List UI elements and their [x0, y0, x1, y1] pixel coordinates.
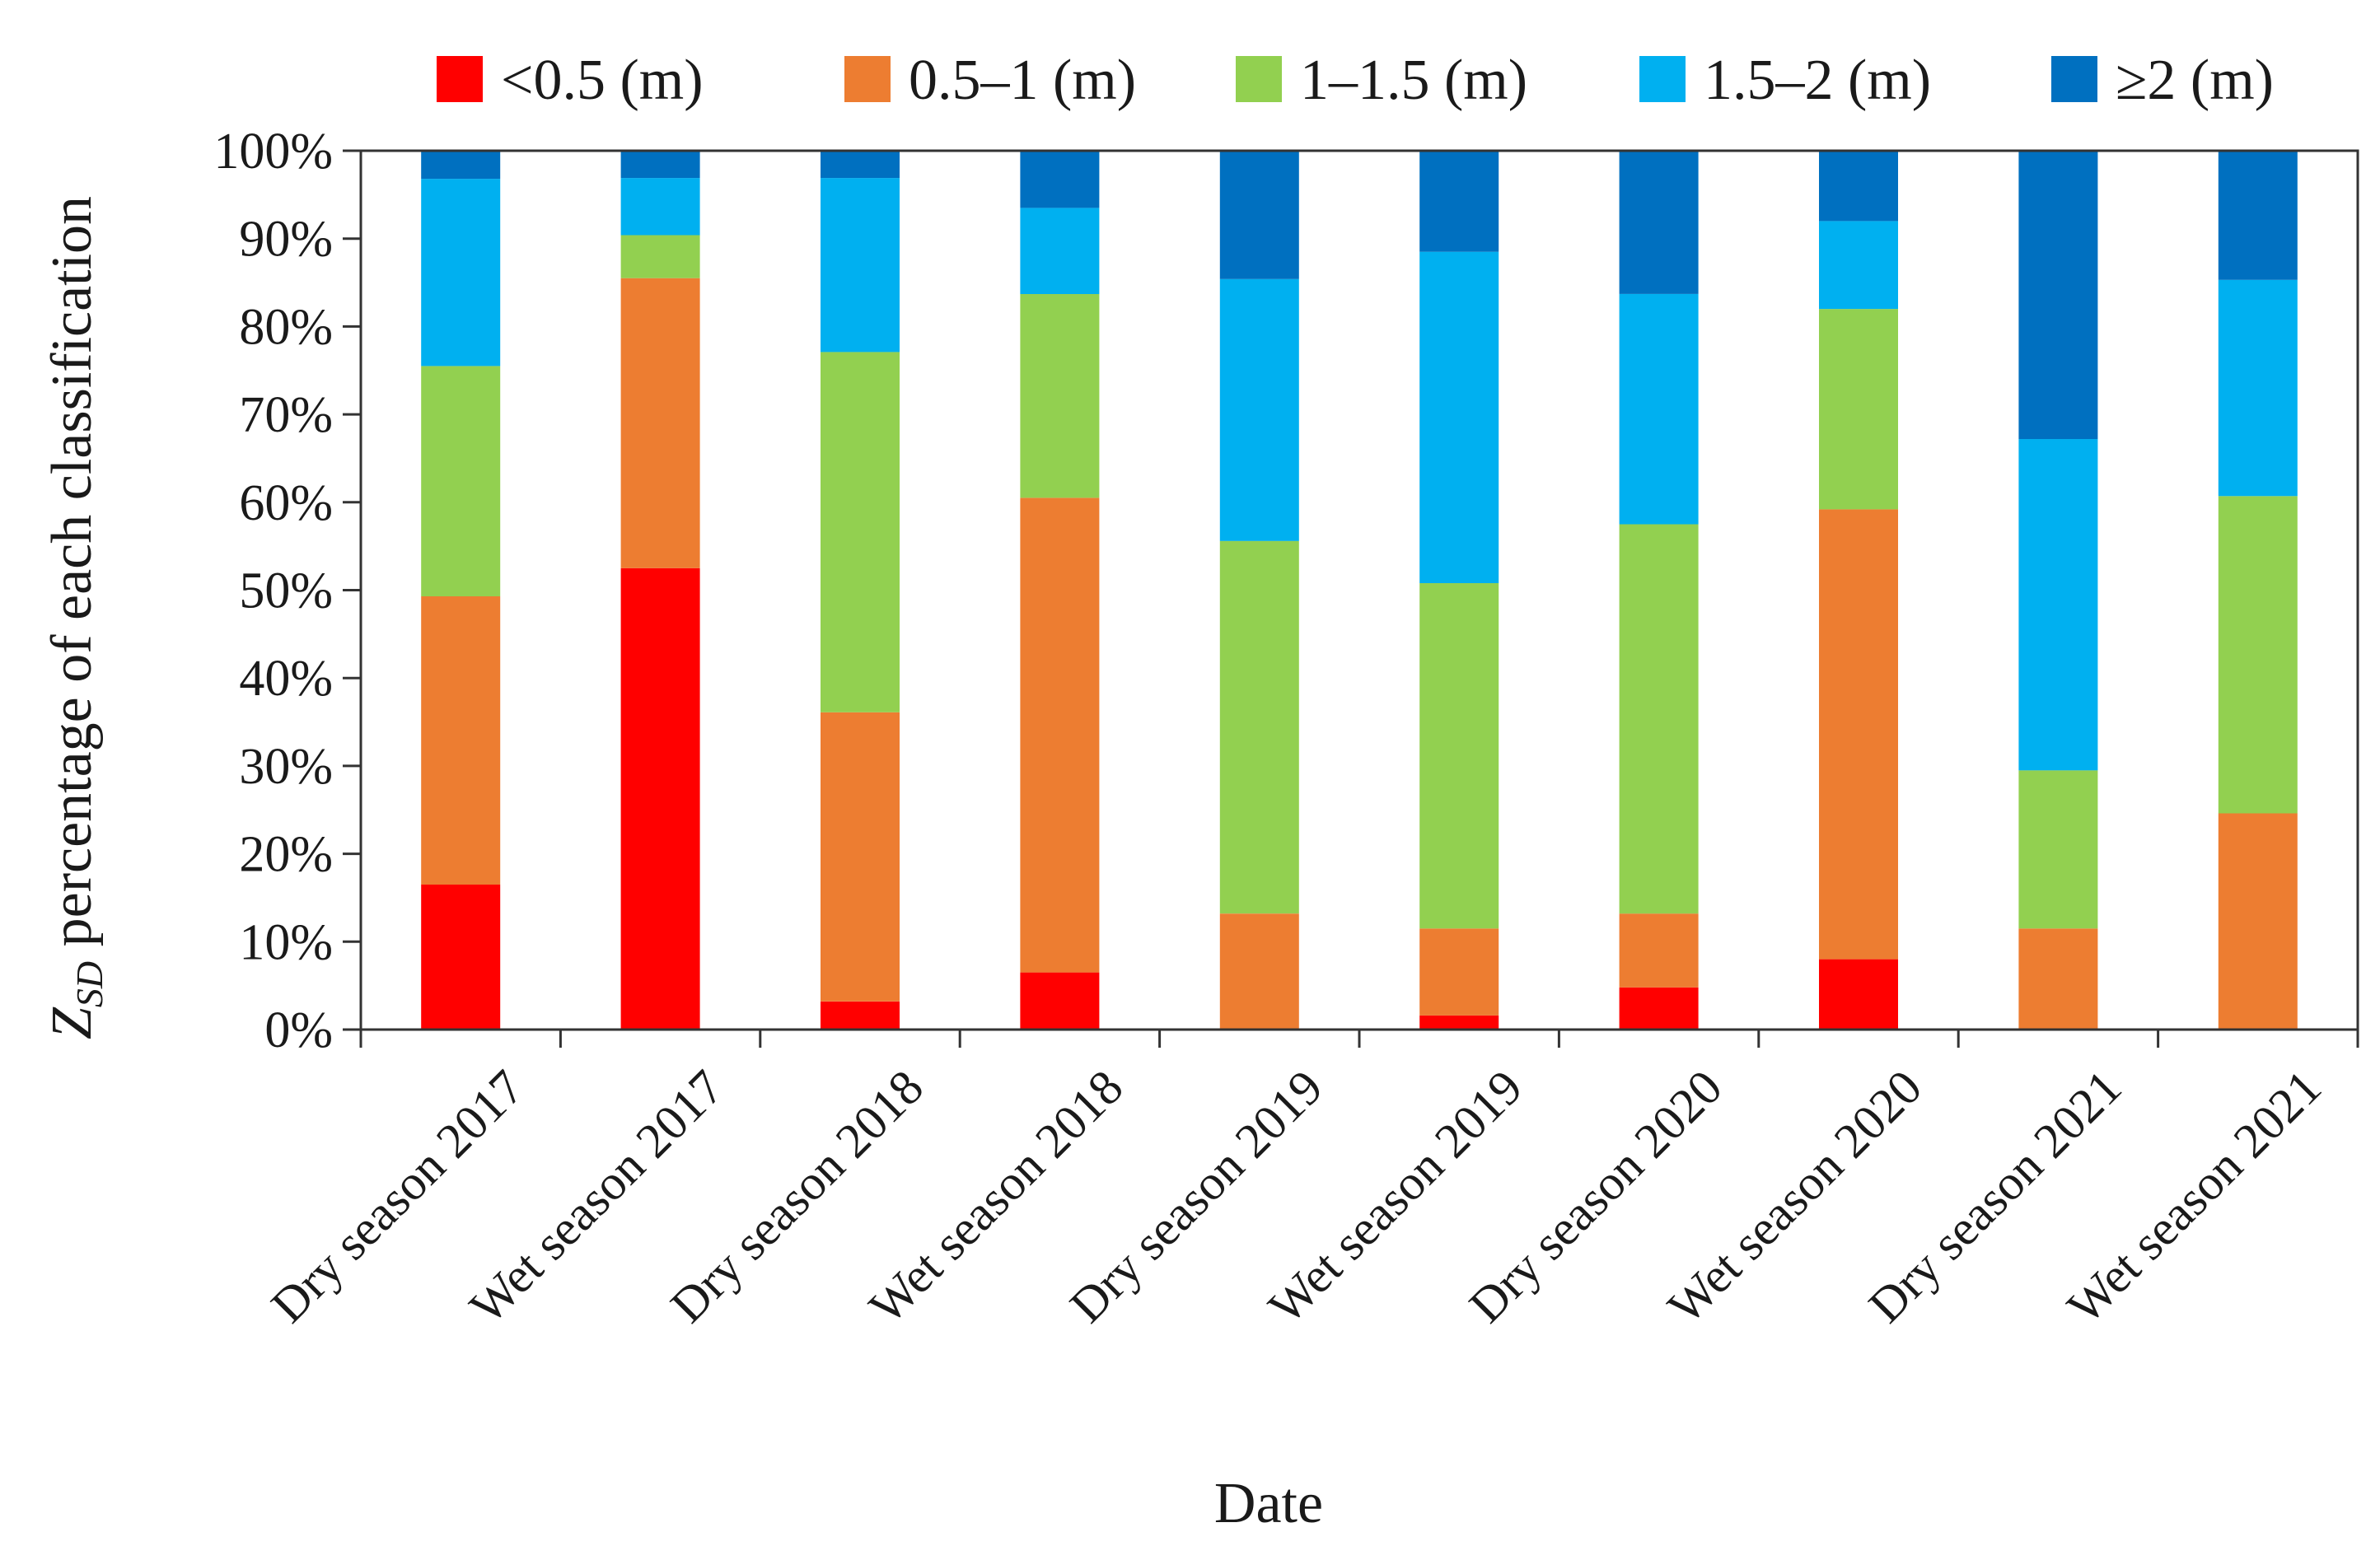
- y-tick-label: 40%: [239, 651, 333, 707]
- bar-segment-5-cat-2: [620, 151, 700, 179]
- bar-segment-2-cat-10: [2218, 813, 2298, 1030]
- y-tick-label: 60%: [239, 475, 333, 531]
- bar-segment-5-cat-9: [2018, 151, 2098, 439]
- bar-segment-2-cat-3: [821, 712, 900, 1002]
- bar-segment-5-cat-1: [421, 151, 501, 180]
- y-tick-label: 50%: [239, 563, 333, 619]
- bar-segment-4-cat-10: [2218, 279, 2298, 497]
- bar-segment-5-cat-6: [1419, 151, 1499, 252]
- bar-segment-4-cat-1: [421, 179, 501, 367]
- legend-swatch-1: [437, 56, 483, 102]
- legend-label-1: <0.5 (m): [501, 49, 704, 112]
- bar-segment-3-cat-4: [1020, 293, 1100, 498]
- legend-swatch-5: [2051, 56, 2097, 102]
- legend-label-5: ≥2 (m): [2116, 49, 2274, 112]
- y-tick-label: 70%: [239, 387, 333, 443]
- bar-segment-5-cat-3: [821, 151, 900, 179]
- bars: [421, 151, 2298, 1030]
- y-axis-title-subscript: SD: [68, 961, 110, 1007]
- y-axis-title-main: Z: [40, 1007, 104, 1039]
- bar-segment-4-cat-4: [1020, 208, 1100, 294]
- y-axis-title: ZSD percentage of each classification: [40, 196, 110, 1039]
- bar-segment-2-cat-7: [1619, 913, 1699, 988]
- y-tick-label: 20%: [239, 827, 333, 883]
- bar-segment-1-cat-4: [1020, 972, 1100, 1030]
- bar-segment-1-cat-8: [1819, 959, 1898, 1030]
- bar-segment-1-cat-2: [620, 567, 700, 1030]
- legend-swatch-3: [1236, 56, 1282, 102]
- bar-segment-3-cat-2: [620, 235, 700, 278]
- bar-segment-2-cat-8: [1819, 509, 1898, 960]
- legend-label-2: 0.5–1 (m): [909, 49, 1136, 112]
- bar-segment-5-cat-8: [1819, 151, 1898, 222]
- bar-segment-5-cat-5: [1219, 151, 1299, 279]
- bar-segment-3-cat-1: [421, 366, 501, 596]
- bar-segment-1-cat-7: [1619, 987, 1699, 1030]
- legend-swatch-4: [1639, 56, 1686, 102]
- y-tick-label: 30%: [239, 739, 333, 795]
- y-tick-label: 10%: [239, 914, 333, 970]
- legend-swatch-2: [844, 56, 891, 102]
- bar-segment-2-cat-9: [2018, 928, 2098, 1030]
- x-axis-title: Date: [1214, 1472, 1323, 1535]
- bar-segment-3-cat-3: [821, 352, 900, 712]
- bar-segment-5-cat-7: [1619, 151, 1699, 294]
- bar-segment-3-cat-7: [1619, 524, 1699, 914]
- bar-segment-4-cat-9: [2018, 439, 2098, 771]
- bar-segment-3-cat-9: [2018, 770, 2098, 929]
- legend: <0.5 (m) 0.5–1 (m) 1–1.5 (m) 1.5–2 (m) ≥2 (m…: [437, 49, 2274, 112]
- bar-segment-2-cat-2: [620, 278, 700, 568]
- y-tick-label: 90%: [239, 212, 333, 268]
- bar-segment-1-cat-6: [1419, 1015, 1499, 1030]
- axes: [343, 149, 2359, 1048]
- bar-segment-3-cat-8: [1819, 309, 1898, 510]
- bar-segment-3-cat-10: [2218, 496, 2298, 814]
- bar-segment-4-cat-3: [821, 178, 900, 353]
- axis-labels: 0%10%20%30%40%50%60%70%80%90%100%Dry sea…: [40, 124, 2331, 1535]
- y-tick-label: 100%: [213, 124, 333, 180]
- bar-segment-1-cat-1: [421, 884, 501, 1030]
- bar-segment-4-cat-5: [1219, 278, 1299, 541]
- bar-segment-4-cat-2: [620, 178, 700, 236]
- bar-segment-2-cat-1: [421, 596, 501, 885]
- bar-segment-4-cat-6: [1419, 251, 1499, 583]
- y-axis-title-rest: percentage of each classification: [40, 196, 104, 961]
- bar-segment-1-cat-3: [821, 1001, 900, 1030]
- legend-label-3: 1–1.5 (m): [1300, 49, 1527, 112]
- bar-segment-2-cat-5: [1219, 913, 1299, 1030]
- bar-segment-3-cat-6: [1419, 583, 1499, 929]
- bar-segment-4-cat-8: [1819, 221, 1898, 310]
- bar-segment-3-cat-5: [1219, 540, 1299, 914]
- bar-segment-5-cat-4: [1020, 151, 1100, 208]
- bar-segment-4-cat-7: [1619, 293, 1699, 525]
- bar-segment-2-cat-6: [1419, 928, 1499, 1016]
- legend-label-4: 1.5–2 (m): [1704, 49, 1931, 112]
- y-tick-label: 0%: [264, 1002, 333, 1058]
- y-tick-label: 80%: [239, 299, 333, 355]
- bar-segment-2-cat-4: [1020, 497, 1100, 973]
- bar-segment-5-cat-10: [2218, 151, 2298, 280]
